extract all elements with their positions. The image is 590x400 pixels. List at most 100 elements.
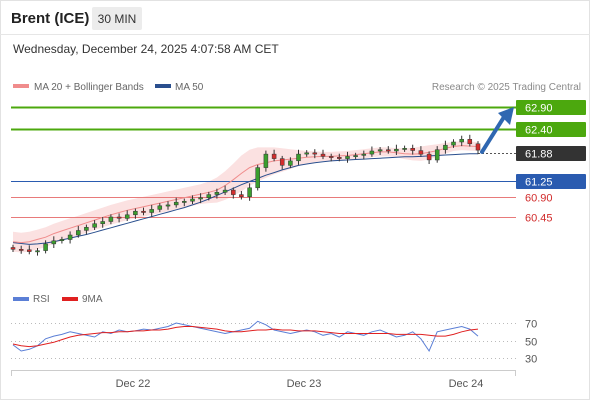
candle-body — [165, 204, 171, 207]
candle-body — [304, 152, 309, 155]
candle-body — [271, 153, 277, 159]
candle-body — [239, 194, 244, 198]
level-label-resistance: 62.90 — [525, 103, 553, 115]
candle-body — [100, 221, 105, 224]
candle-body — [27, 249, 32, 252]
level-label-support_light: 60.90 — [525, 193, 553, 205]
candle-body — [18, 249, 24, 251]
price-candles — [10, 134, 481, 256]
level-label-last: 61.88 — [525, 149, 553, 161]
candle-body — [377, 149, 383, 152]
candle-body — [76, 230, 81, 236]
level-label-box-resistance — [516, 122, 586, 137]
level-label-box-last — [516, 146, 586, 161]
legend-9ma-label: 9MA — [82, 294, 103, 305]
candle-body — [320, 153, 326, 157]
candle-body — [141, 210, 146, 213]
moving-average-lines — [12, 145, 479, 245]
level-label-support: 61.25 — [525, 177, 553, 189]
candle-body — [337, 157, 342, 159]
candle-body — [410, 148, 415, 151]
level-label-resistance: 62.40 — [525, 125, 553, 137]
rsi-tick-label: 70 — [525, 319, 537, 331]
x-tick-label: Dec 24 — [449, 378, 484, 390]
candle-body — [222, 189, 228, 193]
legend-9ma-swatch — [62, 297, 78, 301]
x-tick-label: Dec 23 — [287, 378, 322, 390]
candle-body — [108, 216, 114, 222]
candle-body — [279, 158, 285, 166]
candle-body — [451, 141, 456, 146]
ma50-line — [12, 153, 478, 245]
candle-body — [353, 155, 358, 157]
candle-body — [124, 214, 130, 219]
candle-body — [59, 239, 65, 241]
candle-body — [190, 198, 195, 202]
candle-body — [394, 148, 399, 152]
rsi-tick-label: 50 — [525, 337, 537, 349]
candle-body — [361, 153, 367, 156]
candle-body — [247, 187, 252, 198]
timeframe-label: 30 MIN — [98, 12, 137, 26]
legend-rsi-label: RSI — [33, 294, 50, 305]
candle-body — [67, 234, 73, 240]
candle-body — [231, 189, 236, 195]
candle-body — [51, 240, 57, 245]
price-levels — [11, 106, 516, 218]
candle-body — [255, 167, 260, 189]
instrument-title: Brent (ICE) — [11, 10, 89, 27]
credit-label: Research © 2025 Trading Central — [432, 82, 581, 93]
candle-body — [386, 149, 391, 152]
rsi-9ma-line — [12, 326, 479, 348]
candle-body — [345, 156, 350, 159]
legend-rsi-swatch — [13, 297, 29, 301]
candle-body — [214, 192, 220, 195]
legend-ma50-swatch — [155, 84, 171, 88]
candle-body — [467, 139, 473, 145]
datetime-label: Wednesday, December 24, 2025 4:07:58 AM … — [13, 42, 279, 56]
candle-body — [149, 209, 154, 213]
candle-body — [426, 153, 432, 161]
candle-body — [198, 197, 203, 200]
candle-body — [328, 156, 334, 158]
legend-ma50-label: MA 50 — [175, 82, 204, 93]
legend-ma20-swatch — [13, 84, 29, 88]
candle-body — [116, 216, 122, 219]
level-label-box-support — [516, 174, 586, 189]
candle-body — [10, 247, 16, 250]
forecast-arrowhead — [498, 107, 514, 125]
candle-body — [92, 223, 97, 228]
level-label-box-resistance — [516, 100, 586, 115]
candle-body — [35, 250, 40, 253]
ma20-line — [12, 145, 479, 244]
candle-body — [43, 243, 48, 251]
price-level-labels: 62.90 62.40 61.88 61.25 60.90 60.45 — [516, 100, 586, 225]
forecast-arrow — [480, 107, 514, 154]
candle-body — [459, 139, 464, 143]
candle-body — [173, 201, 179, 206]
legend-ma20-label: MA 20 + Bollinger Bands — [34, 82, 144, 93]
level-label-support_light: 60.45 — [525, 213, 553, 225]
rsi-line — [12, 320, 479, 353]
candle-body — [182, 201, 187, 203]
candle-body — [157, 205, 163, 210]
candle-body — [84, 227, 89, 231]
candle-body — [443, 144, 448, 150]
candle-body — [312, 152, 318, 155]
forecast-arrow-shaft — [480, 115, 506, 154]
candle-body — [402, 148, 407, 150]
rsi-panel: 70 50 30 — [11, 319, 537, 366]
candle-body — [369, 150, 375, 155]
candle-body — [434, 149, 440, 161]
candle-body — [288, 160, 293, 166]
x-tick-label: Dec 22 — [116, 378, 151, 390]
candle-body — [263, 153, 269, 168]
candle-body — [206, 194, 212, 198]
candle-body — [475, 143, 481, 151]
candle-body — [296, 153, 301, 162]
candle-body — [418, 150, 424, 155]
timeframe-badge[interactable] — [92, 7, 142, 30]
candle-body — [133, 210, 138, 216]
